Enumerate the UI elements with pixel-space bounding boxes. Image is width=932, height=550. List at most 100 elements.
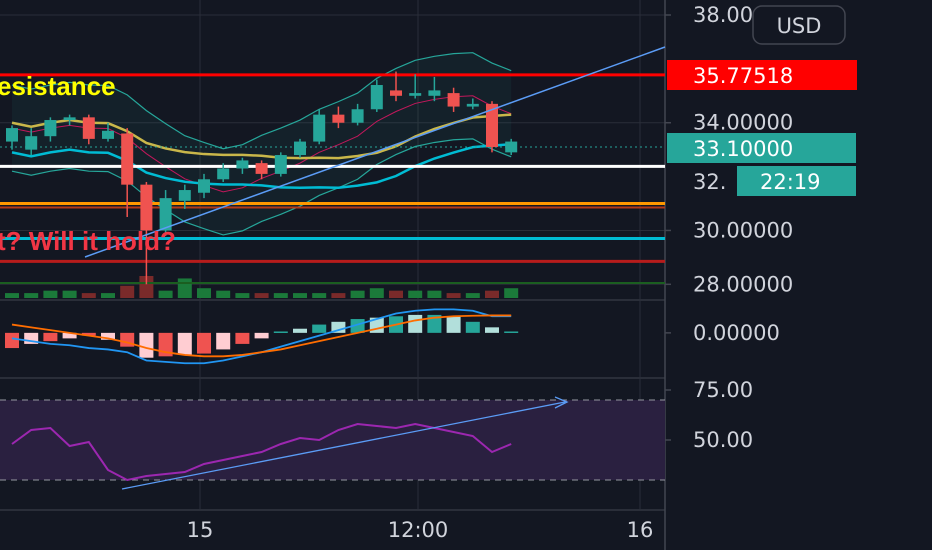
macd-bar-18 — [350, 319, 365, 333]
rsi-line — [11, 422, 512, 482]
currency-button[interactable]: USD — [752, 5, 846, 45]
rsi-trendline — [121, 401, 566, 490]
volume-bar-0 — [5, 293, 19, 298]
volume-bar-2 — [43, 290, 58, 298]
axis-label-3: 28.00000 — [693, 272, 793, 296]
macd-bar-0 — [5, 332, 19, 349]
resistance-price-tag: 35.77518 — [667, 60, 857, 90]
macd-bar-12 — [235, 332, 250, 344]
volume-bar-15 — [293, 293, 307, 298]
volume-bar-23 — [446, 293, 461, 298]
volume-bar-13 — [254, 293, 269, 298]
candle-body-22 — [428, 90, 441, 96]
volume-bar-21 — [408, 290, 423, 298]
volume-bar-5 — [101, 293, 115, 298]
candle-body-0 — [6, 128, 18, 142]
axis-label-6: 50.00 — [693, 428, 753, 452]
macd-bar-22 — [427, 314, 442, 333]
volume-bar-19 — [369, 288, 384, 298]
candle-body-13 — [255, 163, 268, 174]
volume-bar-1 — [24, 293, 39, 298]
volume-bar-8 — [158, 290, 173, 298]
candle-body-9 — [178, 190, 191, 201]
volume-bar-3 — [62, 290, 77, 298]
candle-body-4 — [82, 117, 95, 139]
time-label-0: 15 — [187, 518, 214, 542]
price-axis[interactable]: 38.0000034.0000030.0000028.000000.000007… — [665, 3, 793, 452]
countdown-value: 22:19 — [760, 170, 821, 194]
macd-bar-10 — [197, 332, 211, 354]
candle-body-16 — [313, 114, 326, 142]
axis-label-4: 0.00000 — [693, 321, 780, 345]
candle-body-12 — [236, 160, 249, 169]
candle-body-19 — [370, 85, 383, 110]
candle-body-10 — [198, 179, 210, 193]
macd-bar-23 — [446, 316, 461, 333]
macd-bar-15 — [293, 328, 307, 333]
volume-bar-18 — [350, 290, 365, 298]
moving-average-yellow — [11, 113, 512, 160]
last-price-tag: 33.10000 — [667, 133, 856, 163]
volume-bar-26 — [504, 288, 519, 298]
macd-bar-11 — [216, 332, 231, 350]
candle-body-18 — [351, 109, 364, 123]
currency-label: USD — [777, 14, 822, 38]
candle-body-14 — [274, 155, 287, 174]
candle-body-23 — [447, 93, 460, 107]
volume-bar-6 — [120, 285, 135, 298]
candle-body-1 — [25, 136, 38, 150]
macd-bar-16 — [312, 324, 327, 333]
countdown-tag-box — [737, 166, 856, 196]
time-label-2: 16 — [627, 518, 654, 542]
macd-bar-8 — [158, 332, 173, 357]
candlesticks — [6, 71, 518, 285]
volume-bar-16 — [312, 293, 327, 298]
volume-bar-17 — [331, 293, 346, 298]
volume-bar-20 — [389, 290, 403, 298]
trendlines — [84, 46, 666, 258]
volume-bar-10 — [197, 288, 211, 298]
countdown-prefix: 32. — [693, 170, 726, 194]
axis-label-2: 30.00000 — [693, 218, 793, 242]
time-axis[interactable]: 15 12:00 16 — [187, 518, 654, 542]
price-trendline — [84, 46, 666, 258]
horizontal-levels — [0, 73, 665, 284]
macd-bar-3 — [62, 332, 77, 339]
volume-bar-25 — [485, 290, 499, 298]
question-annotation: t? Will it hold? — [0, 226, 176, 256]
resistance-tag-box — [667, 60, 857, 90]
rsi-panel — [0, 396, 665, 490]
moving-average-cyan — [11, 143, 512, 189]
macd-bar-13 — [254, 332, 269, 339]
candle-body-2 — [44, 120, 57, 137]
volume-bar-24 — [465, 293, 480, 298]
candle-body-26 — [505, 141, 518, 153]
resistance-annotation: esistance — [0, 71, 116, 101]
axis-label-1: 34.00000 — [693, 111, 793, 135]
volume-bar-4 — [81, 293, 96, 298]
countdown-tag: 32. 22:19 — [693, 166, 856, 196]
macd-bar-4 — [81, 332, 96, 336]
macd-bar-5 — [101, 332, 115, 340]
last-price-value: 33.10000 — [693, 137, 793, 161]
annotations: esistance t? Will it hold? — [0, 71, 176, 256]
volume-bar-12 — [235, 293, 250, 298]
volume-bar-22 — [427, 290, 442, 298]
macd-bar-26 — [504, 331, 519, 333]
macd-bar-21 — [408, 314, 423, 333]
bollinger-lower — [11, 138, 512, 236]
macd-bar-9 — [177, 332, 192, 355]
candle-body-15 — [294, 141, 306, 156]
macd-bar-7 — [139, 332, 154, 358]
macd-panel — [5, 308, 519, 365]
macd-bar-25 — [485, 327, 499, 333]
candle-body-21 — [409, 93, 422, 96]
candle-body-8 — [159, 198, 172, 231]
bollinger-upper — [11, 52, 512, 150]
macd-signal-line — [11, 314, 512, 358]
macd-bar-1 — [24, 332, 39, 344]
candle-body-20 — [390, 90, 402, 96]
currency-button-frame — [752, 5, 846, 45]
volume-bars — [5, 276, 519, 298]
